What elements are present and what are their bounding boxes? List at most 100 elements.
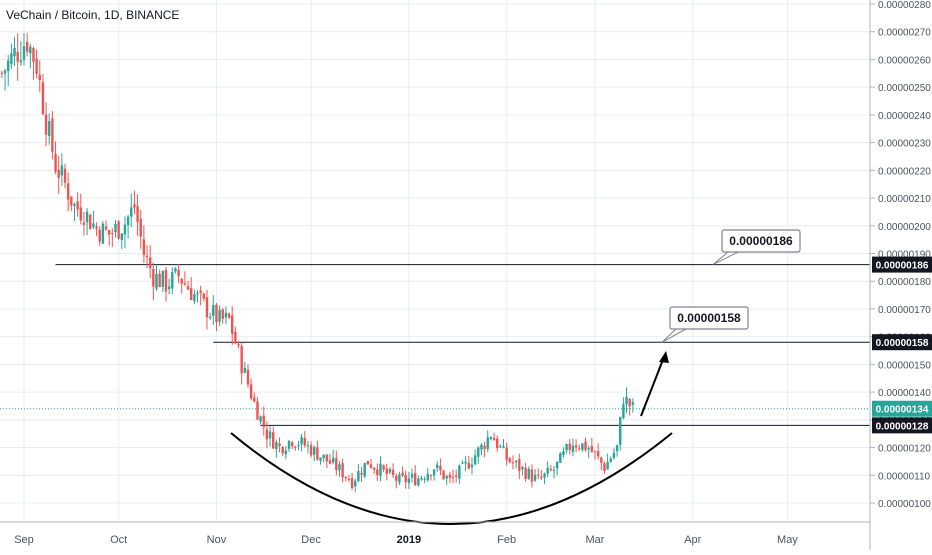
candle-body xyxy=(82,222,86,225)
candle-body xyxy=(391,469,395,475)
x-tick-label: 2019 xyxy=(397,534,421,546)
candle-body xyxy=(587,447,590,450)
y-tick-label: 0.00000240 xyxy=(878,111,931,122)
callout-pointer xyxy=(661,328,687,343)
candle-body xyxy=(549,468,553,471)
price-labels: 0.00000186 0.00000158 0.00000128 0.00000134 xyxy=(872,256,932,434)
candle-body xyxy=(540,476,543,478)
candle-body xyxy=(70,196,73,206)
candle-body xyxy=(227,313,231,318)
candle-body xyxy=(631,402,635,405)
candle-body xyxy=(357,471,360,482)
candle-body xyxy=(514,460,518,463)
candle-body xyxy=(432,469,436,476)
candle-body xyxy=(319,457,322,461)
y-tick-label: 0.00000280 xyxy=(878,0,931,11)
candle-body xyxy=(369,464,373,468)
candle-body xyxy=(325,454,329,462)
candle-body xyxy=(316,447,319,460)
candle-body xyxy=(461,462,464,464)
x-tick-label: May xyxy=(777,534,798,546)
candle-body xyxy=(256,401,259,420)
candle-body xyxy=(136,206,139,223)
candle-body xyxy=(22,46,26,60)
candle-body xyxy=(180,278,183,284)
candle-body xyxy=(95,226,98,229)
candle-body xyxy=(7,60,10,72)
candle-body xyxy=(574,445,578,448)
candle-body xyxy=(249,384,253,399)
candle-body xyxy=(19,60,23,63)
candle-body xyxy=(85,211,89,223)
candle-body xyxy=(48,121,51,137)
candle-body xyxy=(420,477,423,480)
candle-body xyxy=(54,153,57,172)
candle-body xyxy=(215,304,218,323)
candle-body xyxy=(426,473,430,481)
candle-body xyxy=(496,438,499,449)
candle-body xyxy=(483,445,486,450)
candle-body xyxy=(407,478,411,483)
candle-body xyxy=(322,454,325,459)
candle-body xyxy=(363,462,366,477)
level-price-tag xyxy=(872,417,932,434)
candle-body xyxy=(152,269,155,287)
y-tick-label: 0.00000260 xyxy=(878,55,931,66)
candle-body xyxy=(41,82,45,114)
candle-body xyxy=(278,443,281,447)
y-tick-label: 0.00000210 xyxy=(878,194,931,205)
level-price-label: 0.00000186 xyxy=(876,261,929,272)
candle-body xyxy=(350,478,354,488)
candle-body xyxy=(511,462,515,464)
candle-body xyxy=(486,437,489,450)
candle-body xyxy=(158,273,161,288)
candle-body xyxy=(328,460,332,464)
candle-body xyxy=(502,446,505,448)
candle-body xyxy=(300,437,303,445)
candle-body xyxy=(224,312,228,318)
candle-body xyxy=(571,445,575,452)
candle-body xyxy=(477,447,480,457)
candle-body xyxy=(454,475,458,477)
candle-body xyxy=(395,475,398,481)
x-tick-label: Feb xyxy=(497,534,516,546)
candle-body xyxy=(133,204,136,208)
current-price-label: 0.00000134 xyxy=(876,405,929,416)
x-tick-label: Sep xyxy=(14,534,34,546)
candle-body xyxy=(234,331,237,344)
candle-body xyxy=(524,467,527,479)
candle-body xyxy=(590,446,594,452)
candle-body xyxy=(218,309,221,322)
candle-body xyxy=(66,183,70,200)
x-tick-label: Oct xyxy=(110,534,127,546)
candle-body xyxy=(568,443,571,450)
candle-body xyxy=(404,474,407,483)
candle-body xyxy=(259,416,262,422)
candle-body xyxy=(628,399,631,407)
y-tick-label: 0.00000140 xyxy=(878,388,931,399)
candle-body xyxy=(593,451,597,453)
candle-body xyxy=(253,397,256,402)
candle-body xyxy=(130,207,133,217)
x-tick-label: Dec xyxy=(301,534,321,546)
candle-body xyxy=(275,441,278,449)
current-price-tag xyxy=(872,400,932,417)
candle-body xyxy=(212,305,215,317)
candle-body xyxy=(313,447,316,455)
candle-body xyxy=(10,53,13,65)
candle-body xyxy=(413,473,417,486)
candle-body xyxy=(199,290,202,294)
y-tick-label: 0.00000100 xyxy=(878,499,931,510)
candle-body xyxy=(44,114,48,135)
candle-body xyxy=(0,72,4,74)
candle-body xyxy=(366,461,370,465)
candle-body xyxy=(533,474,537,481)
candle-body xyxy=(193,294,196,302)
target-arrow-line xyxy=(640,356,665,417)
candle-body xyxy=(57,169,60,178)
candle-body xyxy=(499,446,502,448)
candle-body xyxy=(489,437,493,439)
candle-body xyxy=(237,344,240,346)
candle-body xyxy=(417,478,420,486)
candle-body xyxy=(464,461,467,464)
